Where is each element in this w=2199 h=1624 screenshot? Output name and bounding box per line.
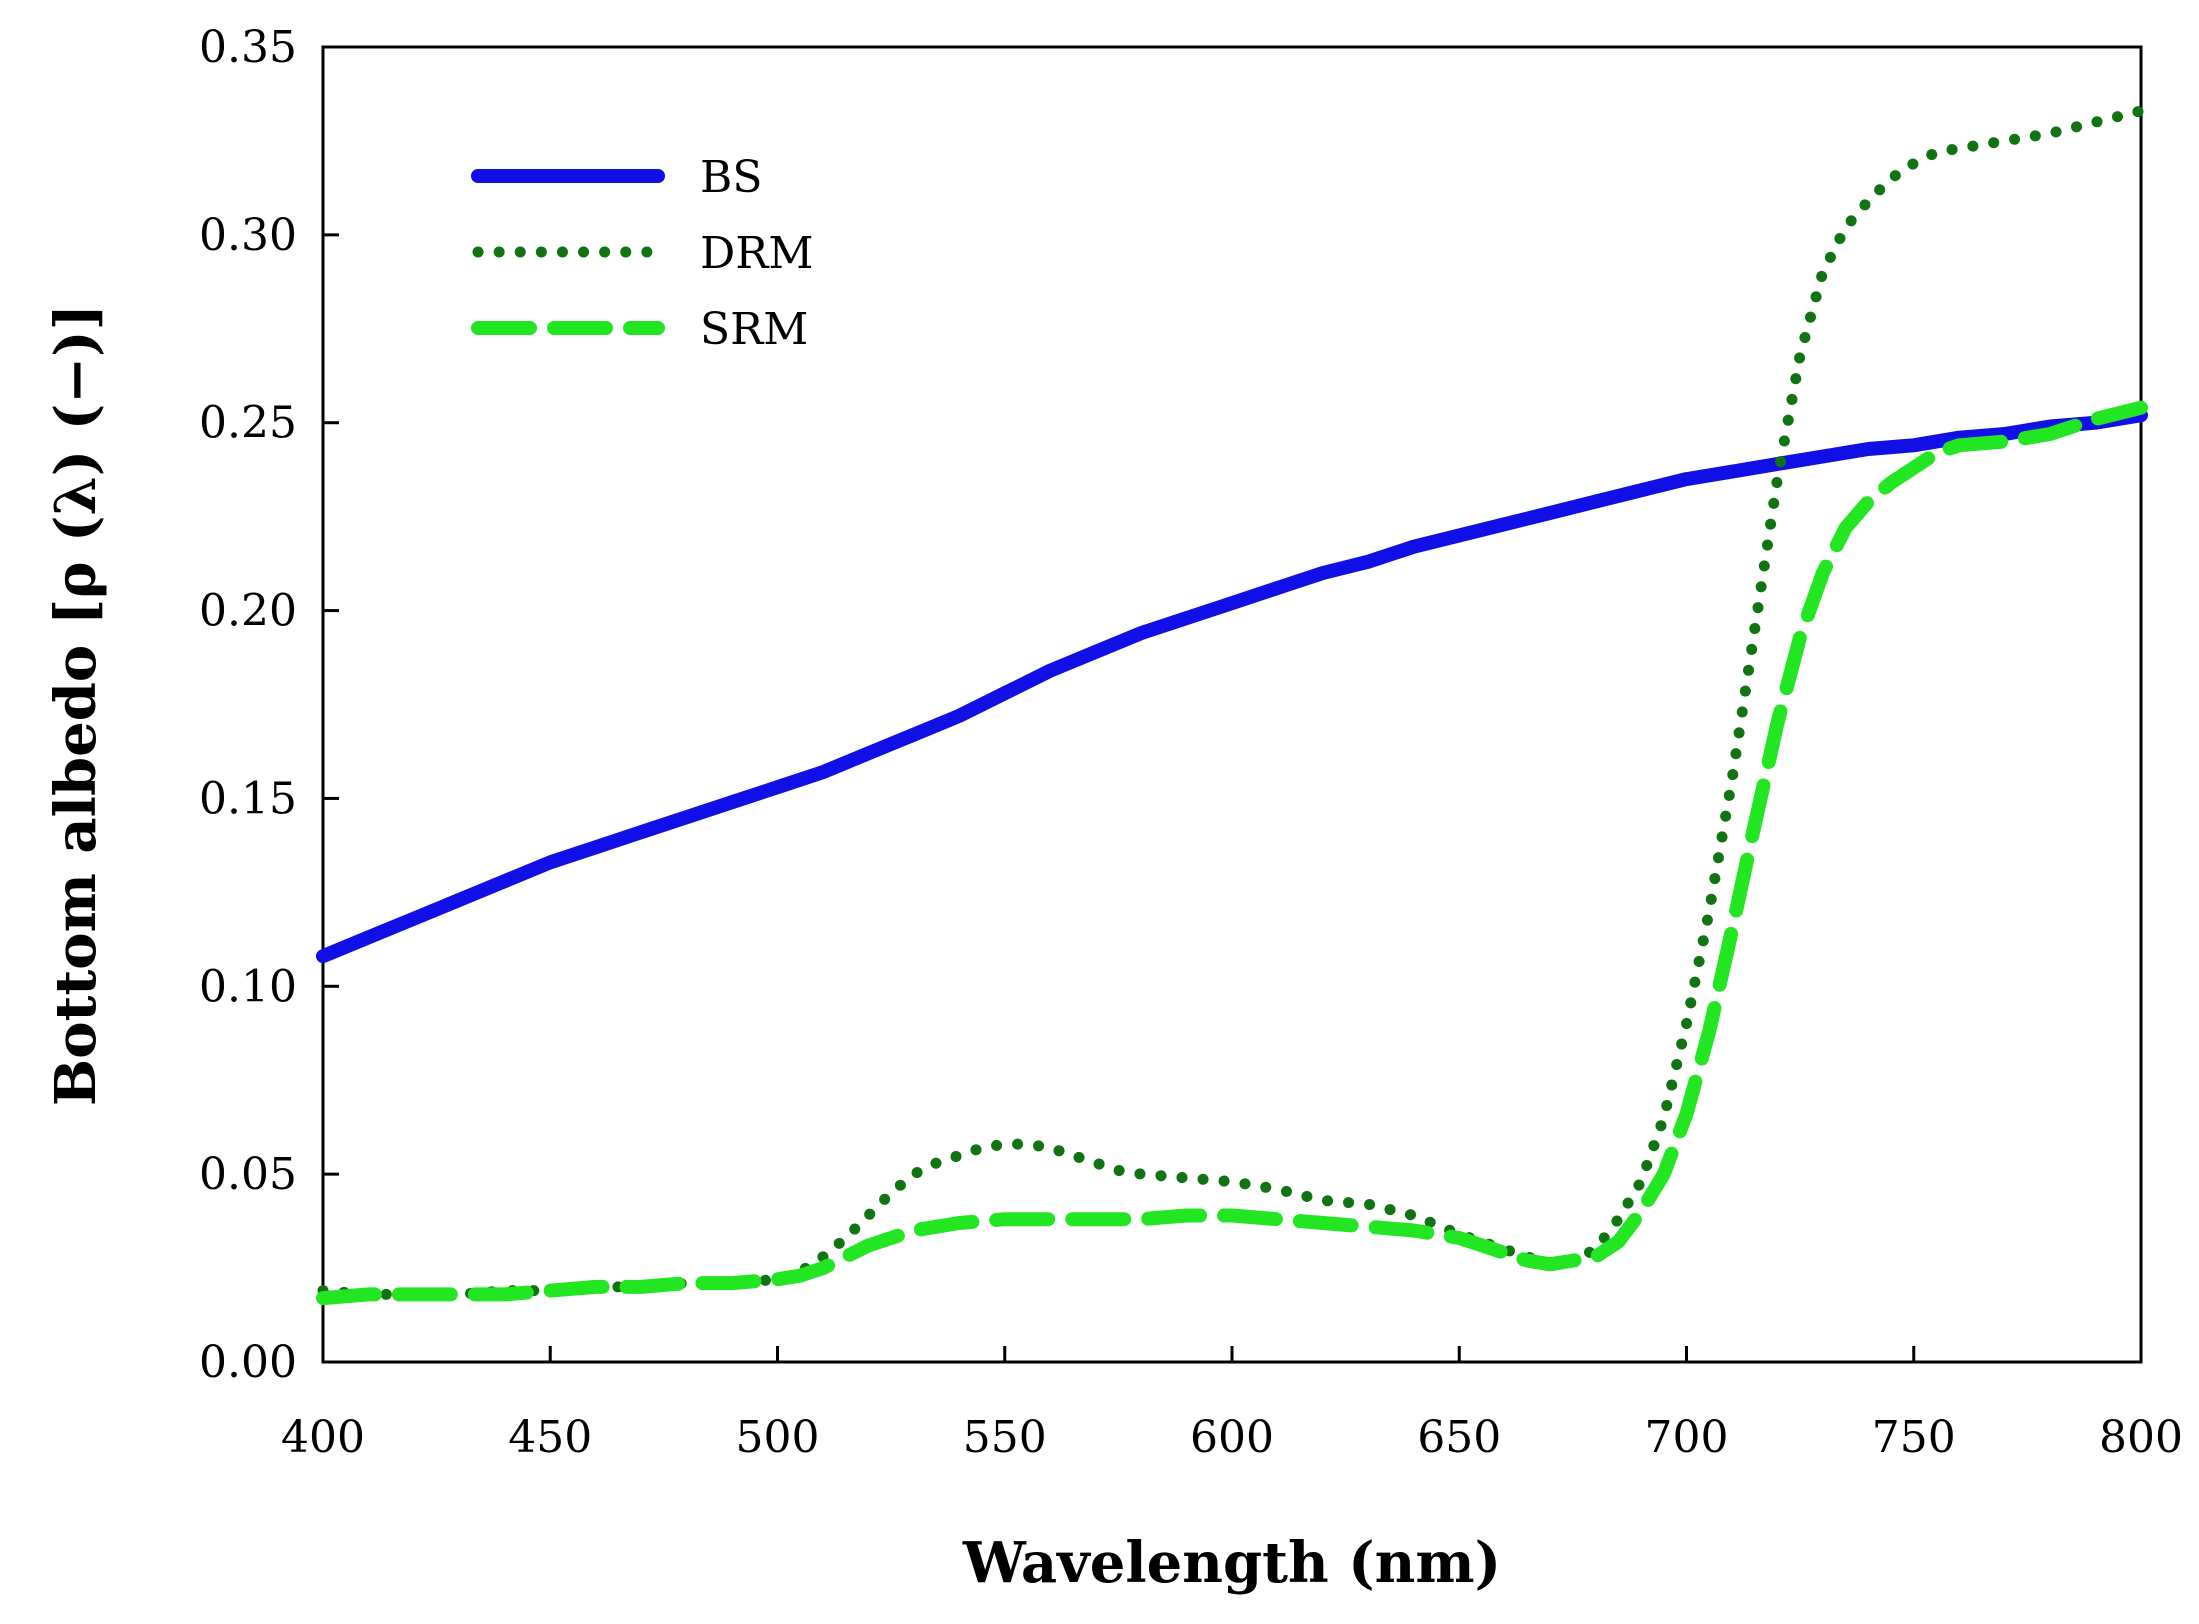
x-axis-title: Wavelength (nm) [962,1530,1501,1596]
y-tick-label: 0.30 [199,210,297,261]
series-line-drm [317,105,2147,1300]
legend-item-srm: SRM [471,304,808,355]
x-tick-label: 750 [1872,1412,1956,1463]
x-axis: 400 450 500 550 600 650 700 750 800 [281,1346,2183,1463]
y-tick-label: 0.20 [199,586,297,637]
y-tick-label: 0.15 [199,773,297,824]
x-tick-label: 400 [281,1412,365,1463]
y-tick-label: 0.25 [199,398,297,449]
x-tick-label: 450 [508,1412,592,1463]
legend-label-srm: SRM [700,304,808,355]
legend-item-drm: DRM [472,228,813,279]
x-tick-label: 700 [1645,1412,1729,1463]
y-tick-label: 0.00 [199,1337,297,1388]
x-tick-label: 600 [1190,1412,1274,1463]
x-tick-label: 800 [2099,1412,2183,1463]
series-line-srm [316,400,2148,1306]
y-tick-label: 0.35 [199,22,297,73]
legend: BS DRM SRM [471,152,813,355]
x-tick-label: 650 [1417,1412,1501,1463]
legend-item-bs: BS [471,152,762,203]
y-tick-label: 0.10 [199,961,297,1012]
y-axis-title: Bottom albedo [ρ (λ) (−)] [43,304,109,1106]
plot-frame [321,45,2143,1364]
series-line-bs [316,408,2148,964]
series-layer [316,105,2148,1306]
legend-label-bs: BS [700,152,762,203]
y-axis: 0.00 0.05 0.10 0.15 0.20 0.25 0.30 0.35 [199,22,339,1388]
x-tick-label: 550 [963,1412,1047,1463]
y-tick-label: 0.05 [199,1149,297,1200]
legend-label-drm: DRM [700,228,813,279]
x-tick-label: 500 [736,1412,820,1463]
